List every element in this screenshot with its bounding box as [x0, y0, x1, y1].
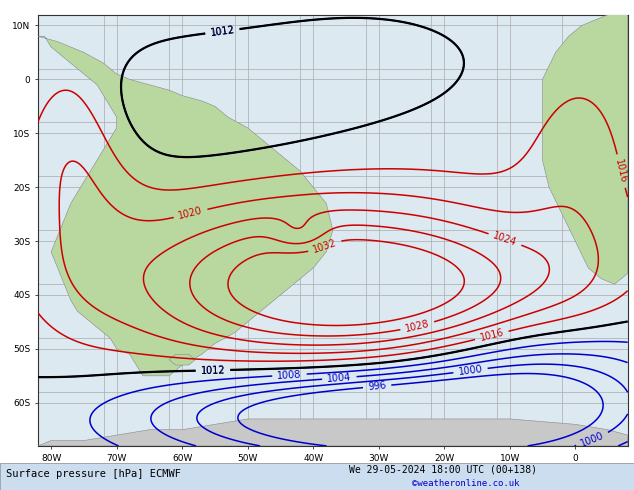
Text: 1016: 1016 [614, 158, 629, 184]
Text: 1000: 1000 [458, 364, 483, 377]
Text: We 29-05-2024 18:00 UTC (00+138): We 29-05-2024 18:00 UTC (00+138) [349, 465, 537, 475]
Text: 1020: 1020 [178, 206, 204, 221]
Text: 1012: 1012 [209, 25, 235, 38]
Text: 1024: 1024 [492, 231, 518, 248]
Text: 1012: 1012 [200, 365, 225, 375]
Text: Surface pressure [hPa] ECMWF: Surface pressure [hPa] ECMWF [6, 469, 181, 479]
Text: 1032: 1032 [311, 238, 338, 255]
Text: ©weatheronline.co.uk: ©weatheronline.co.uk [412, 479, 520, 488]
Text: 1004: 1004 [327, 372, 352, 384]
Text: 1012: 1012 [209, 25, 235, 38]
Text: 1012: 1012 [200, 365, 225, 375]
Polygon shape [38, 419, 628, 446]
Text: 1000: 1000 [579, 431, 605, 449]
Polygon shape [169, 354, 195, 365]
Text: 1016: 1016 [479, 328, 505, 343]
Text: 1008: 1008 [277, 369, 302, 381]
Polygon shape [543, 15, 628, 284]
Text: 996: 996 [368, 381, 387, 392]
Text: 1028: 1028 [404, 318, 430, 334]
Polygon shape [38, 36, 333, 376]
